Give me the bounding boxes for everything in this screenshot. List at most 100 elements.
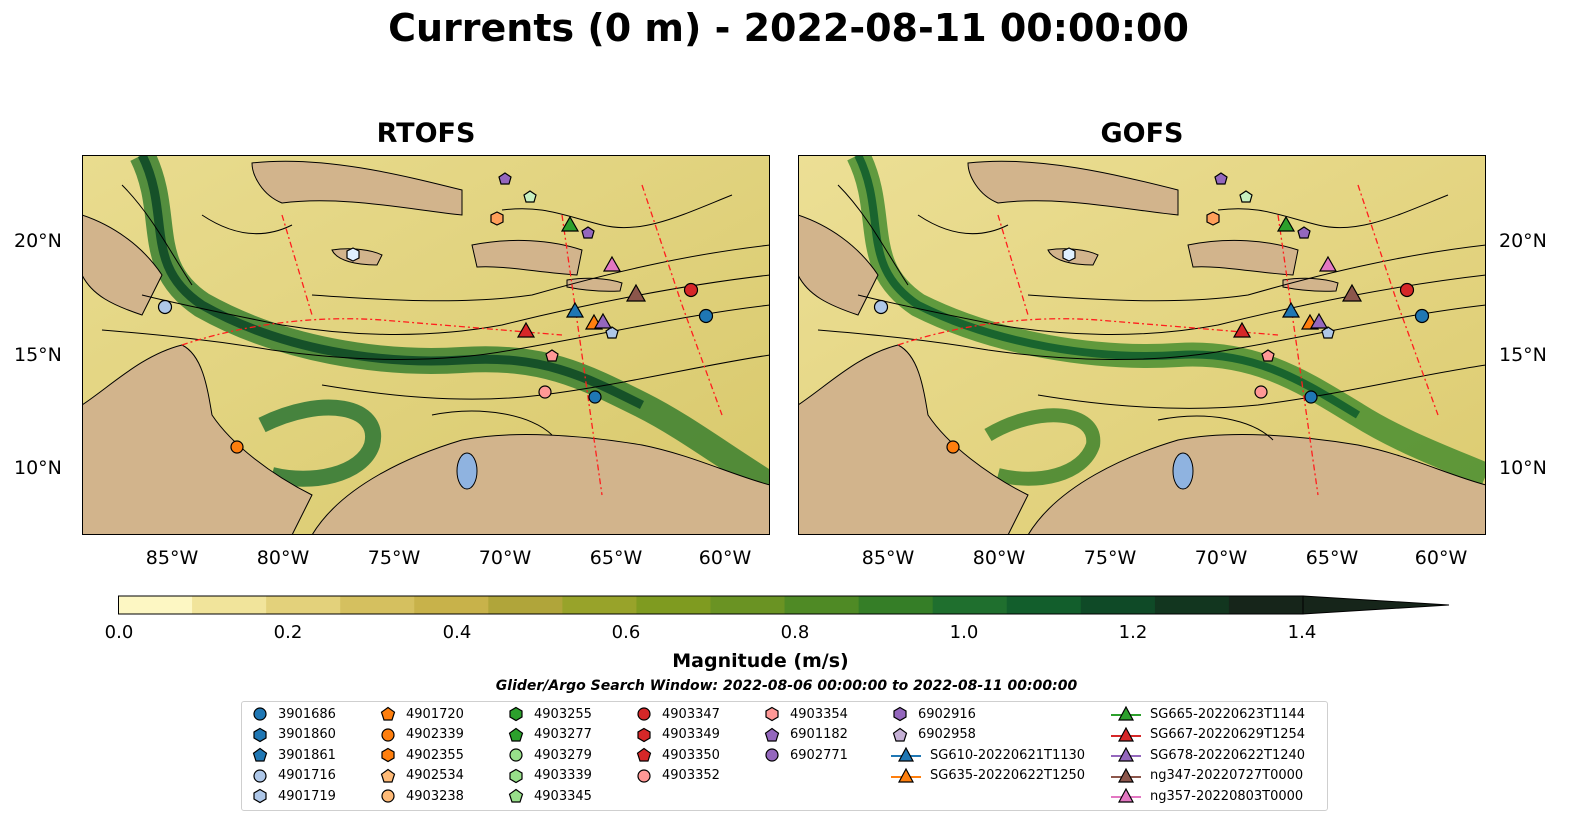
legend-marker-icon [1111,705,1141,721]
legend-marker-icon [765,706,779,722]
land-cuba [251,160,463,216]
legend-item: 3901861 [250,745,336,765]
legend-label: 4902355 [406,747,464,763]
legend-label: 4901716 [278,768,336,783]
legend-marker-icon [891,767,921,783]
lat-label-right-20: 20°N [1499,230,1547,252]
legend-marker-icon [380,706,396,721]
legend-marker-icon [381,727,395,742]
platform-markers [157,172,714,454]
legend-label: 6902958 [918,727,976,742]
lake [456,452,478,490]
eez-boundaries [897,184,1439,496]
legend-label: 4903339 [534,768,592,783]
legend-item: 6902958 [890,725,976,745]
streamlines [817,184,1486,441]
lon-label-rtofs-70: 70°W [478,547,532,569]
land-hispaniola [471,239,583,276]
legend-label: 4902534 [406,768,464,783]
land-south-america [1027,434,1486,535]
legend-item: 4903350 [634,745,720,765]
legend-item: 4903345 [506,786,592,806]
land-central-america [82,344,313,535]
legend-marker-icon [765,748,779,762]
land-hispaniola [1187,239,1299,276]
legend-label: ng347-20220727T0000 [1150,768,1304,783]
legend-marker-icon [1111,787,1141,803]
legend-marker-icon [1111,767,1141,783]
legend-marker-icon [509,768,523,783]
legend-marker-icon [636,747,652,762]
colorbar-tick-7: 1.4 [1287,622,1317,643]
legend-item: 4903352 [634,766,720,786]
colorbar-tick-4: 0.8 [780,622,810,643]
lon-label-gofs-80: 80°W [972,547,1026,569]
legend-marker-icon [893,706,907,722]
current-gyre [984,408,1101,486]
legend-marker-icon [381,747,395,763]
legend-label: 4901720 [406,706,464,722]
colorbar-tick-5: 1.0 [949,622,979,643]
lon-label-rtofs-75: 75°W [367,547,421,569]
legend-item: 4903255 [506,704,592,724]
legend-marker-icon [508,788,524,803]
legend-label: 4903345 [534,788,592,804]
legend-marker-icon [252,747,268,762]
colorbar-extend-arrow [1302,595,1450,615]
legend-item: 4902339 [378,725,464,745]
colorbar-segment [340,596,415,614]
legend-label: 6902771 [790,747,848,763]
legend-label: 4903349 [662,727,720,742]
legend-marker-icon [637,768,651,783]
colorbar-label: Magnitude (m/s) [672,650,849,672]
legend-label: 4903238 [406,788,464,804]
legend-item: 6902916 [890,704,976,724]
legend-label: 4901719 [278,788,336,804]
colorbar-segment [1080,596,1156,614]
colorbar-tick-3: 0.6 [611,622,641,643]
colorbar-segment [784,596,860,614]
legend-label: 4903352 [662,768,720,783]
legend-label: SG678-20220622T1240 [1150,747,1306,763]
legend-label: SG665-20220623T1144 [1150,706,1306,722]
legend-item: 4902534 [378,766,464,786]
legend-marker-icon [381,789,395,803]
legend-marker-icon [508,727,524,742]
legend-label: SG610-20220621T1130 [930,747,1086,763]
legend-item: SG665-20220623T1144 [1110,704,1305,724]
colorbar-tick-6: 1.2 [1118,622,1148,643]
legend-label: SG635-20220622T1250 [930,768,1086,783]
legend-label: 3901686 [278,706,336,722]
legend-label: 4903350 [662,747,720,763]
colorbar-segment [710,596,786,614]
colorbar-segment [118,596,193,614]
legend-marker-icon [380,768,396,783]
colorbar-segment [562,596,638,614]
legend-item: 4901720 [378,704,464,724]
legend-marker-icon [1111,726,1141,742]
legend-item: 4903349 [634,725,720,745]
lat-label-left-10: 10°N [14,457,62,479]
legend-marker-icon [253,788,267,804]
current-core [137,155,645,410]
colorbar-segment [192,596,267,614]
legend-item: 4901716 [250,766,336,786]
legend-item: SG667-20220629T1254 [1110,725,1305,745]
lon-label-rtofs-60: 60°W [698,547,752,569]
map-rtofs [82,155,770,535]
legend: 3901686 3901860 3901861 4901716 4901719 49017… [241,701,1328,811]
legend-label: 6901182 [790,727,848,742]
platform-markers [873,172,1430,454]
legend-marker-icon [253,707,267,721]
figure-title: Currents (0 m) - 2022-08-11 00:00:00 [388,6,1189,50]
legend-item: 4903279 [506,745,592,765]
colorbar-tick-2: 0.4 [442,622,472,643]
legend-item: 4903339 [506,766,592,786]
legend-label: 4903279 [534,747,592,763]
colorbar-frame [118,595,1304,615]
eez-boundaries [181,184,723,496]
legend-marker-icon [509,706,523,722]
colorbar-segment [858,596,934,614]
colorbar-segment [636,596,712,614]
colorbar-segment [1228,596,1304,614]
